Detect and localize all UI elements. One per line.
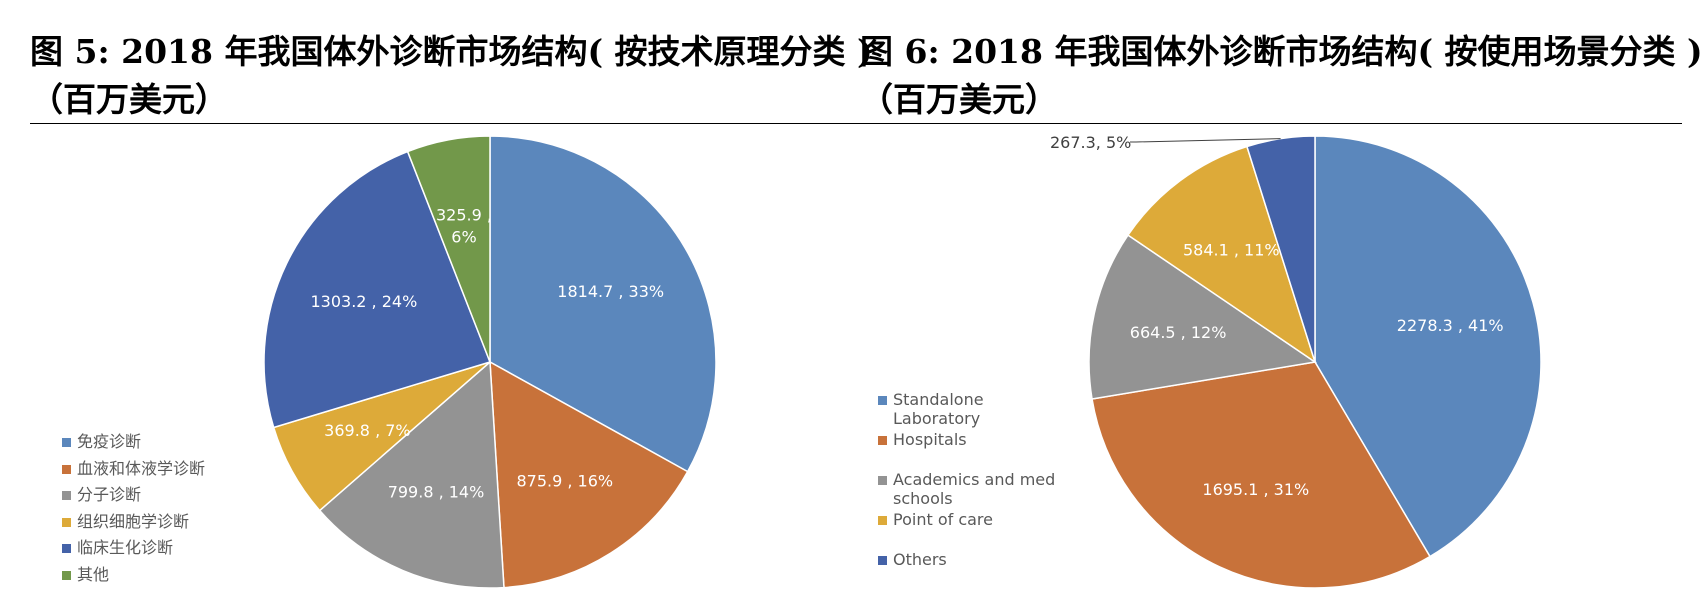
legend-label: 免疫诊断: [77, 432, 142, 451]
data-label: 325.9 , 6%: [436, 205, 492, 246]
pie-slice: [1314, 135, 1542, 558]
title-line-2: （百万美元）: [30, 80, 228, 119]
legend-swatch: [878, 476, 887, 485]
data-label: 664.5 , 12%: [1130, 323, 1227, 342]
data-label: 1814.7 , 33%: [557, 282, 664, 301]
legend-swatch: [62, 517, 71, 527]
legend: 免疫诊断 血液和体液学诊断 分子诊断 组织细胞学诊断 临床生化诊断 其他: [62, 432, 205, 591]
title-line-1: 图 5: 2018 年我国体外诊断市场结构( 按技术原理分类 ): [30, 32, 873, 71]
legend-swatch: [62, 438, 71, 447]
legend-label: Academics and med schools: [893, 470, 1056, 508]
legend-swatch: [62, 570, 71, 580]
pie-slice: [406, 135, 491, 363]
legend-swatch: [878, 516, 887, 525]
title-rule: [30, 123, 860, 124]
legend-item: Hospitals: [878, 430, 1068, 470]
pie-slice: [489, 360, 689, 589]
legend-label: 分子诊断: [77, 485, 142, 504]
legend-swatch: [878, 436, 887, 445]
figure-5: 图 5: 2018 年我国体外诊断市场结构( 按技术原理分类 ) （百万美元） …: [30, 32, 873, 591]
pie-chart-usage-scenario: 2278.3 , 41% 1695.1 , 31% 664.5 , 12% 584.1…: [1050, 133, 1542, 589]
legend-swatch: [62, 491, 71, 500]
legend-swatch: [878, 396, 887, 405]
legend-swatch: [878, 556, 887, 565]
legend-swatch: [62, 544, 71, 553]
data-label: 799.8 , 14%: [388, 482, 485, 501]
pie-slice: [1088, 234, 1317, 400]
figure-6: 图 6: 2018 年我国体外诊断市场结构( 按使用场景分类 ) （百万美元） …: [860, 0, 1704, 606]
legend-item: 血液和体液学诊断: [62, 459, 205, 486]
data-label: 1695.1 , 31%: [1202, 480, 1309, 499]
legend-label: 组织细胞学诊断: [77, 511, 190, 531]
legend-item: 免疫诊断: [62, 432, 205, 459]
legend-label: Others: [893, 550, 947, 569]
legend-item: Academics and med schools: [878, 470, 1068, 510]
legend-swatch: [62, 464, 71, 474]
data-label: 875.9 , 16%: [516, 472, 613, 491]
legend-label: Point of care: [893, 510, 993, 529]
legend-label: Standalone Laboratory: [893, 390, 984, 428]
data-label: 1303.2 , 24%: [310, 292, 417, 311]
data-label: 2278.3 , 41%: [1397, 316, 1504, 335]
pie-chart-technology: 1814.7 , 33% 875.9 , 16% 799.8 , 14% 369.8 …: [263, 135, 717, 589]
legend: Standalone Laboratory Hospitals Academic…: [878, 390, 1068, 590]
legend-label: 其他: [77, 564, 110, 584]
figure-title: 图 5: 2018 年我国体外诊断市场结构( 按技术原理分类 ) （百万美元）: [30, 28, 873, 124]
data-label: 369.8 , 7%: [324, 421, 410, 440]
legend-item: 分子诊断: [62, 485, 205, 512]
legend-item: Standalone Laboratory: [878, 390, 1068, 430]
pie-slice: [489, 135, 717, 473]
legend-item: 临床生化诊断: [62, 538, 205, 565]
title-line-1: 图 6: 2018 年我国体外诊断市场结构( 按使用场景分类 ): [860, 32, 1703, 71]
title-rule: [860, 123, 1682, 124]
pie-slice: [1126, 145, 1317, 364]
pie-slice: [318, 360, 505, 589]
figure-title: 图 6: 2018 年我国体外诊断市场结构( 按使用场景分类 ) （百万美元）: [860, 28, 1703, 124]
pie-slice: [263, 150, 491, 429]
data-label: 584.1 , 11%: [1183, 241, 1280, 260]
leader-line: [1130, 138, 1281, 143]
legend-item: Point of care: [878, 510, 1068, 550]
legend-label: 血液和体液学诊断: [77, 458, 206, 478]
data-label: 267.3, 5%: [1050, 133, 1131, 152]
legend-label: Hospitals: [893, 430, 967, 449]
title-line-2: （百万美元）: [860, 80, 1058, 119]
legend-item: Others: [878, 550, 1068, 590]
legend-label: 临床生化诊断: [77, 538, 174, 557]
legend-item: 其他: [62, 565, 205, 592]
pie-slice: [1091, 361, 1432, 589]
legend-item: 组织细胞学诊断: [62, 512, 205, 539]
